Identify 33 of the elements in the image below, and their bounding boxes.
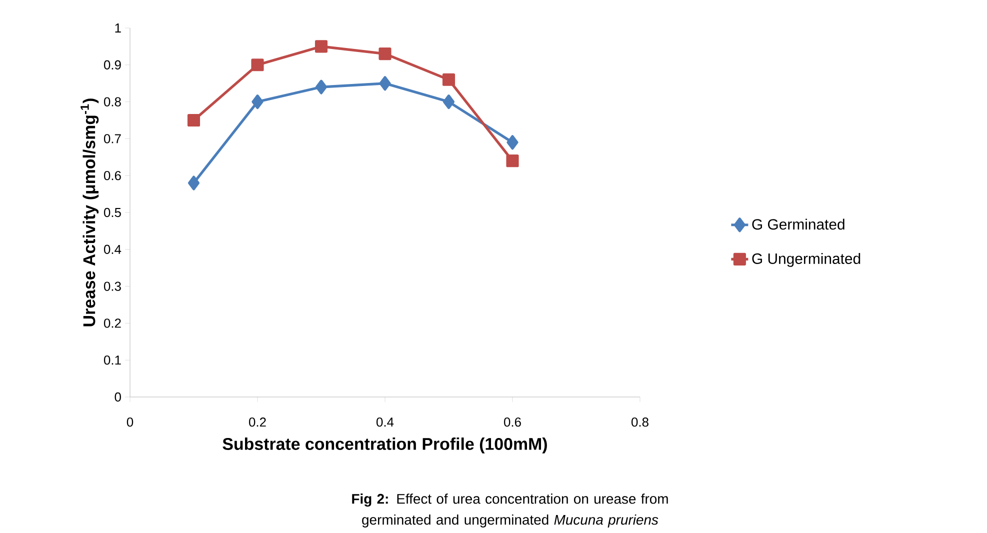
point <box>315 80 328 94</box>
x-tick-label: 0.4 <box>376 418 394 427</box>
y-tick-label: 0.8 <box>104 97 121 106</box>
y-tick-label: 0 <box>114 392 121 402</box>
x-axis-title: Substrate concentration Profile (100mM) <box>222 438 547 454</box>
legend-label: G Germinated <box>752 218 844 230</box>
point <box>506 135 518 150</box>
legend-label: G Ungerminated <box>752 253 860 267</box>
point <box>379 76 391 91</box>
point <box>187 114 200 127</box>
x-tick-label: 0.2 <box>249 418 266 427</box>
point <box>378 48 392 60</box>
y-tick-label: 0.1 <box>104 356 121 365</box>
y-tick-label: 0.3 <box>104 282 121 291</box>
y-tick-label: 0.4 <box>104 244 122 254</box>
y-tick-label: 0.7 <box>104 134 121 144</box>
point <box>442 94 455 110</box>
x-tick-label: 0 <box>126 418 134 427</box>
y-tick-label: 0.9 <box>104 60 121 70</box>
point <box>188 176 200 190</box>
x-tick-label: 0.8 <box>631 418 648 427</box>
y-tick-label: 1 <box>115 24 121 32</box>
point <box>251 58 264 72</box>
x-tick-label: 0.6 <box>504 418 521 427</box>
text: Fig 2: Effect of urea concentration on urease from germinated and ungerminated Mucuna pruriens <box>352 494 668 528</box>
y-axis-title: Urease Activity (μmol/smg$^{-1}$) <box>80 98 99 326</box>
point <box>314 40 328 53</box>
y-tick-label: 0.6 <box>104 171 121 180</box>
y-tick-label: 0.5 <box>104 208 121 218</box>
y-tick-label: 0.2 <box>104 318 121 328</box>
point <box>442 73 456 86</box>
point <box>252 94 264 110</box>
point <box>506 154 519 168</box>
